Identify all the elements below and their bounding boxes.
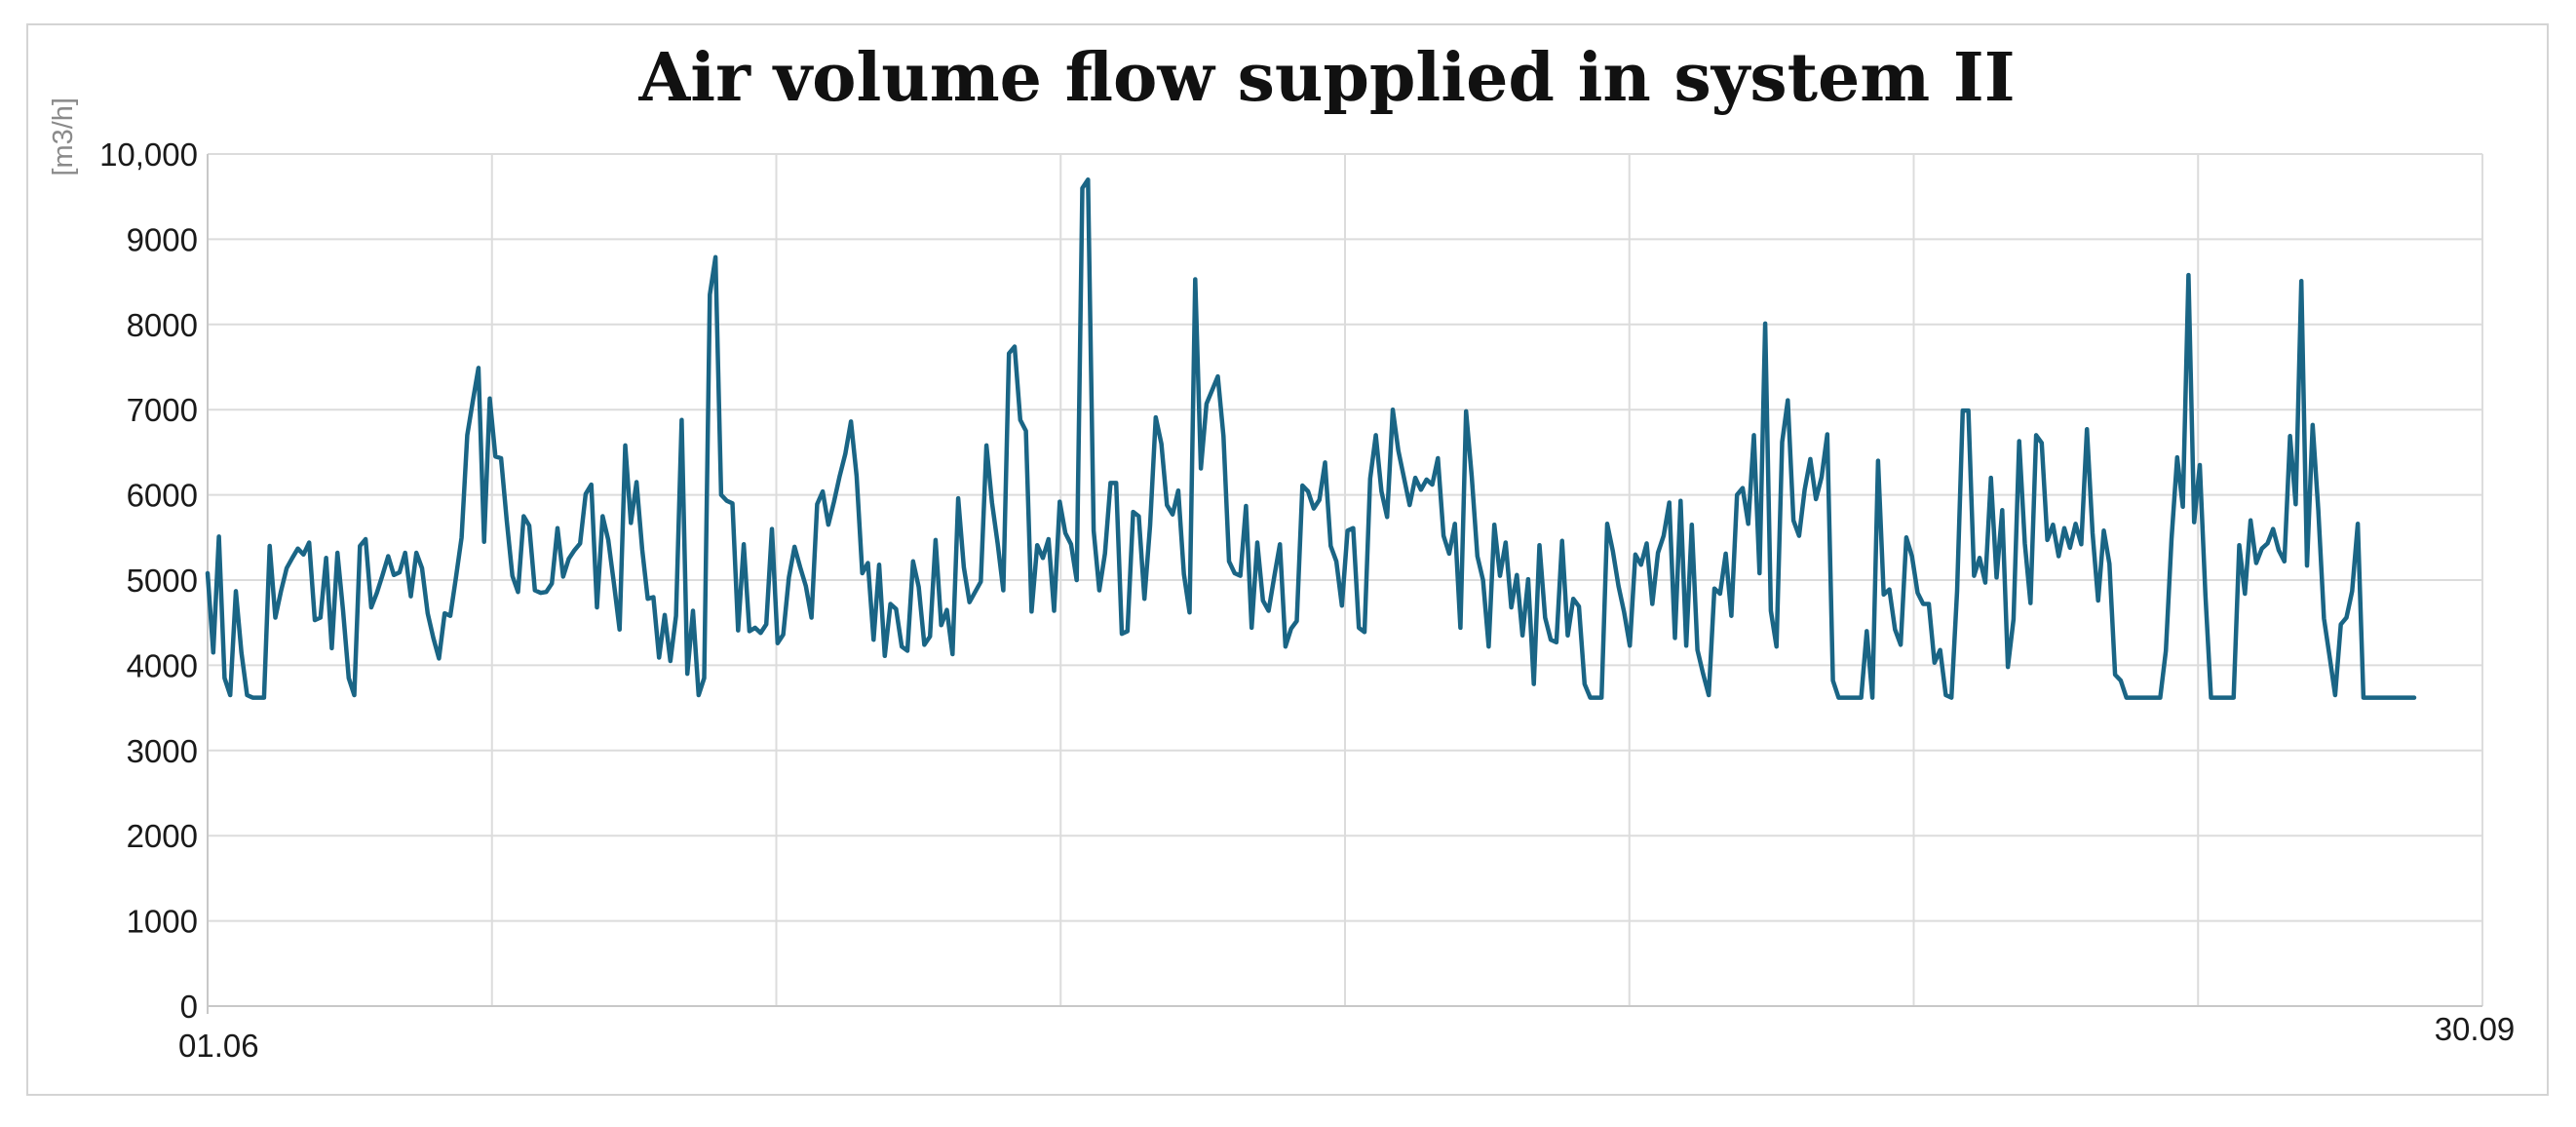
y-tick-label: 4000 xyxy=(127,647,198,683)
y-tick-label: 6000 xyxy=(127,478,198,514)
y-axis-unit-label: [m3/h] xyxy=(48,97,79,176)
chart-title: Air volume flow supplied in system II xyxy=(638,39,2016,117)
x-tick-label-start: 01.06 xyxy=(178,1028,259,1064)
x-tick-label-end: 30.09 xyxy=(2435,1011,2516,1047)
y-tick-label: 3000 xyxy=(127,733,198,769)
y-tick-label: 1000 xyxy=(127,904,198,940)
y-tick-label: 7000 xyxy=(127,392,198,428)
y-tick-label: 9000 xyxy=(127,221,198,257)
y-tick-label: 5000 xyxy=(127,563,198,599)
series-line xyxy=(205,176,2417,700)
y-tick-label: 0 xyxy=(180,989,198,1025)
y-tick-label: 2000 xyxy=(127,818,198,854)
y-tick-label: 10,000 xyxy=(99,136,198,173)
y-tick-label: 8000 xyxy=(127,307,198,343)
chart-frame xyxy=(26,23,2549,1096)
axes: 0 1000 2000 3000 4000 5000 6000 7000 8000 9000 10,… xyxy=(99,136,2515,1064)
